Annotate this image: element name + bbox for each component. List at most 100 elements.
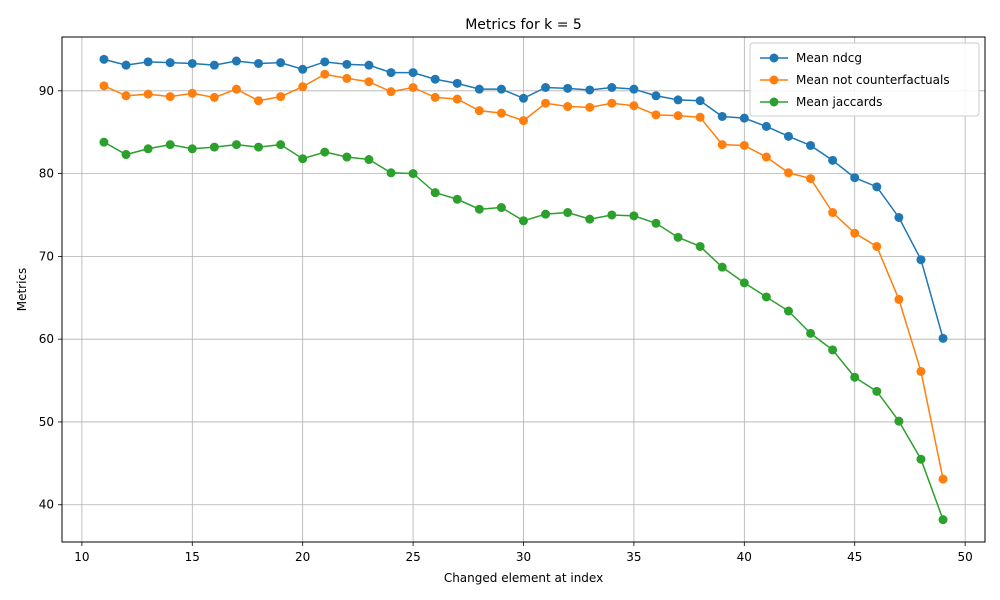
data-point [364, 60, 374, 70]
data-point [99, 54, 109, 64]
data-point [541, 209, 551, 219]
x-tick-label: 15 [185, 550, 200, 564]
data-point [585, 85, 595, 95]
data-point [739, 113, 749, 123]
data-point [342, 152, 352, 162]
data-point [496, 203, 506, 213]
data-point [894, 294, 904, 304]
series-2 [99, 137, 948, 525]
data-point [916, 366, 926, 376]
data-point [254, 58, 264, 68]
legend-label: Mean ndcg [796, 51, 862, 65]
data-point [695, 96, 705, 106]
data-point [850, 372, 860, 382]
data-point [430, 74, 440, 84]
series-layer [99, 54, 948, 525]
data-point [806, 174, 816, 184]
data-point [651, 110, 661, 120]
data-point [519, 93, 528, 103]
data-point [739, 278, 749, 288]
data-point [541, 83, 551, 92]
data-point [739, 140, 749, 150]
y-tick-label: 90 [39, 84, 54, 98]
data-point [430, 92, 440, 102]
data-point [474, 84, 484, 94]
legend-marker [769, 75, 779, 85]
data-point [452, 78, 462, 88]
data-point [209, 60, 219, 70]
x-tick-label: 25 [405, 550, 420, 564]
data-point [828, 345, 838, 355]
data-point [276, 58, 286, 68]
data-point [717, 111, 727, 121]
data-point [143, 144, 153, 154]
data-point [519, 216, 528, 226]
data-point [894, 212, 904, 222]
data-point [143, 89, 153, 99]
data-point [298, 64, 308, 74]
data-point [408, 169, 418, 179]
data-point [386, 168, 396, 178]
x-tick-label: 45 [847, 550, 862, 564]
legend-item: Mean ndcg [760, 51, 862, 65]
legend-item: Mean not counterfactuals [760, 73, 950, 87]
data-point [563, 208, 573, 218]
x-axis: 10 15 20 25 30 35 40 45 50 [74, 542, 973, 564]
data-point [452, 94, 462, 104]
data-point [673, 232, 683, 242]
legend-box [749, 42, 980, 117]
data-point [806, 140, 816, 150]
data-point [585, 214, 595, 224]
data-point [761, 121, 771, 131]
x-tick-label: 50 [957, 550, 972, 564]
y-tick-label: 60 [39, 332, 54, 346]
data-point [717, 262, 727, 272]
data-point [386, 87, 396, 97]
y-tick-label: 80 [39, 167, 54, 181]
y-tick-label: 50 [39, 415, 54, 429]
data-point [916, 454, 926, 464]
data-point [298, 82, 308, 92]
data-point [563, 83, 573, 93]
data-point [717, 140, 727, 150]
x-axis-label: Changed element at index [444, 571, 603, 585]
data-point [474, 106, 484, 116]
x-tick-label: 30 [516, 550, 531, 564]
data-point [452, 194, 462, 204]
data-point [187, 88, 197, 98]
data-point [386, 68, 396, 78]
data-point [276, 92, 286, 102]
data-point [629, 101, 639, 111]
legend-item: Mean jaccards [760, 95, 882, 109]
data-point [143, 57, 153, 67]
data-point [651, 218, 661, 228]
legend-marker [769, 53, 779, 63]
data-point [629, 211, 639, 221]
data-point [231, 56, 241, 66]
data-point [342, 73, 352, 83]
data-point [298, 154, 308, 164]
y-tick-label: 40 [39, 498, 54, 512]
legend-label: Mean jaccards [796, 95, 882, 109]
grid-lines [62, 37, 985, 542]
data-point [563, 102, 573, 112]
data-point [872, 182, 882, 192]
data-point [474, 204, 484, 214]
data-point [121, 60, 131, 70]
data-point [673, 95, 683, 105]
data-point [519, 116, 528, 126]
data-point [872, 241, 882, 251]
data-point [585, 102, 595, 112]
x-tick-label: 10 [74, 550, 89, 564]
data-point [187, 58, 197, 68]
data-point [541, 98, 551, 108]
data-point [364, 155, 374, 165]
data-point [121, 91, 131, 101]
data-point [408, 68, 418, 78]
data-point [629, 84, 639, 94]
data-point [320, 147, 330, 157]
data-point [850, 173, 860, 183]
data-point [165, 58, 175, 68]
data-point [430, 188, 440, 198]
data-point [894, 416, 904, 426]
